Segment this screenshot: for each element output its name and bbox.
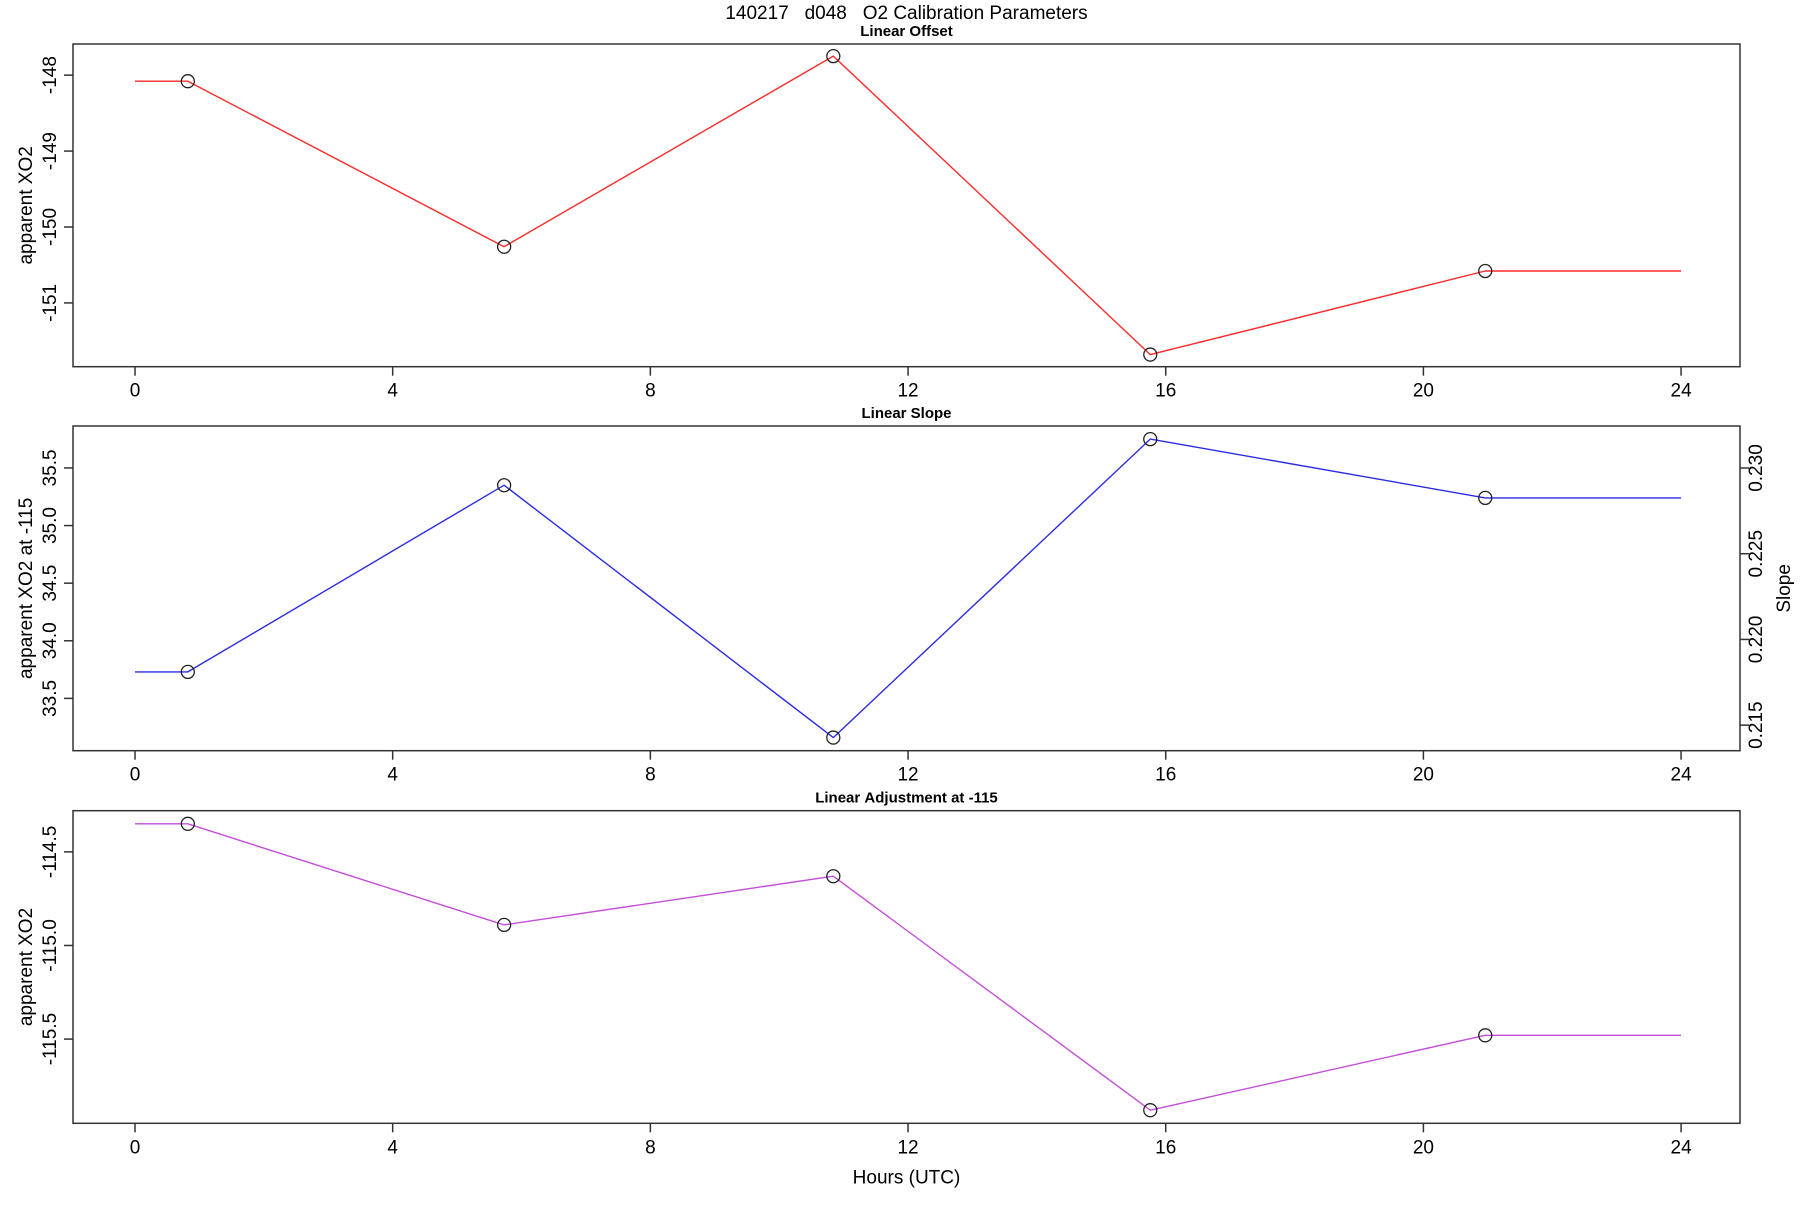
y-tick-label: -114.5 — [40, 826, 61, 878]
x-tick-label: 24 — [1671, 1137, 1693, 1158]
x-tick-label: 8 — [645, 381, 656, 402]
x-tick-label: 4 — [387, 381, 398, 402]
y-tick-label: -115.0 — [40, 919, 61, 971]
y-tick-label: 34.0 — [40, 622, 61, 659]
panel-1-line — [135, 55, 1682, 356]
panel-2-marker — [1478, 490, 1493, 506]
panel-1-ylabel: apparent XO2 — [16, 146, 37, 264]
panel-3-line — [135, 823, 1682, 1111]
y2-tick-label: 0.220 — [1746, 616, 1767, 664]
x-tick-label: 8 — [645, 1137, 656, 1158]
panel-3-box — [72, 809, 1741, 1125]
x-tick-label: 20 — [1413, 1137, 1434, 1158]
y2-tick-label: 0.215 — [1746, 701, 1767, 749]
x-tick-label: 12 — [897, 1137, 918, 1158]
y-tick-label: -151 — [40, 284, 61, 322]
panel-1-marker — [180, 74, 195, 89]
y2-tick-label: 0.225 — [1746, 530, 1767, 578]
panel-2-ylabel: apparent XO2 at -115 — [16, 498, 37, 679]
panel-1-title: Linear Offset — [860, 23, 953, 40]
panel-3-title: Linear Adjustment at -115 — [815, 790, 998, 807]
y-tick-label: 33.5 — [40, 680, 61, 717]
panel-3-marker — [496, 917, 512, 933]
panel-1: Linear Offset 0 4 8 12 16 20 24 -151 -150 -149 -148… — [16, 23, 1741, 402]
x-tick-label: 0 — [130, 765, 141, 786]
x-tick-label: 24 — [1671, 381, 1693, 402]
x-tick-label: 0 — [130, 1137, 141, 1158]
panel-2-marker — [826, 730, 841, 745]
panel-1-box — [72, 43, 1741, 368]
panel-2: Linear Slope 0 4 8 12 16 20 24 33.5 34.0 34.5 35.0 3… — [16, 405, 1795, 786]
x-tick-label: 16 — [1155, 1137, 1176, 1158]
panel-2-marker — [1143, 431, 1158, 447]
y-tick-label: 34.5 — [40, 565, 61, 602]
y-tick-label: 35.5 — [40, 449, 61, 486]
panel-3-marker — [1143, 1103, 1158, 1118]
x-tick-label: 16 — [1155, 381, 1176, 402]
x-tick-label: 24 — [1671, 765, 1693, 786]
y-tick-label: -150 — [40, 208, 61, 246]
panel-3-marker — [826, 869, 841, 884]
panel-1-marker — [826, 48, 841, 64]
x-tick-label: 0 — [130, 381, 141, 402]
panel-2-line — [135, 438, 1682, 739]
main-title: 140217 d048 O2 Calibration Parameters — [725, 3, 1087, 24]
panel-2-marker — [180, 664, 195, 680]
y2-tick-label: 0.230 — [1746, 444, 1767, 492]
panel-3: Linear Adjustment at -115 0 4 8 12 16 20 24 -115… — [16, 790, 1741, 1188]
x-tick-label: 4 — [387, 765, 398, 786]
x-tick-label: 20 — [1413, 765, 1434, 786]
panel-3-ylabel: apparent XO2 — [16, 908, 37, 1026]
x-axis-label: Hours (UTC) — [853, 1167, 961, 1188]
x-tick-label: 4 — [387, 1137, 398, 1158]
panel-2-marker — [496, 478, 512, 493]
x-tick-label: 8 — [645, 765, 656, 786]
x-tick-label: 12 — [897, 381, 918, 402]
panel-1-marker — [1143, 347, 1158, 362]
x-tick-label: 12 — [897, 765, 918, 786]
panel-3-marker — [180, 816, 195, 831]
y-tick-label: -148 — [40, 56, 61, 94]
panel-2-title: Linear Slope — [861, 405, 951, 422]
x-tick-label: 16 — [1155, 765, 1176, 786]
y-tick-label: -149 — [40, 132, 61, 170]
panel-3-marker — [1478, 1028, 1493, 1043]
x-tick-label: 20 — [1413, 381, 1434, 402]
y-tick-label: -115.5 — [40, 1013, 61, 1065]
y-tick-label: 35.0 — [40, 507, 61, 544]
panel-2-box — [72, 425, 1741, 752]
panel-1-marker — [496, 239, 512, 254]
panel-2-y2label: Slope — [1774, 564, 1795, 613]
panel-1-marker — [1478, 263, 1493, 279]
